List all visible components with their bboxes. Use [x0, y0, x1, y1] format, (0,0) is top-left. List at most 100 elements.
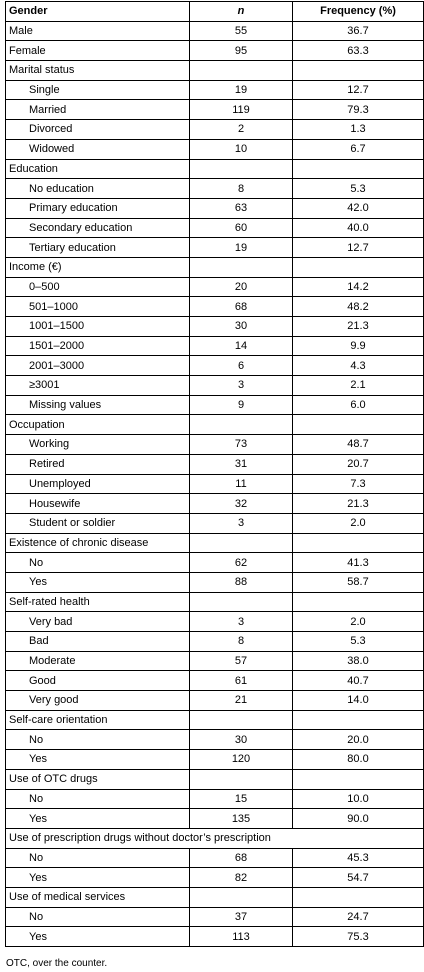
table-row: Good 61 40.7 [5, 670, 424, 692]
count-cell: 37 [189, 906, 293, 928]
table-row: Working 73 48.7 [5, 434, 424, 455]
row-label: Moderate [5, 650, 190, 672]
count-cell: 60 [189, 217, 293, 239]
empty-cell [189, 158, 293, 180]
section-label: Use of prescription drugs without doctor… [5, 827, 424, 849]
row-label: Housewife [5, 493, 190, 514]
row-label: Very good [5, 690, 190, 711]
count-cell: 73 [189, 434, 293, 455]
count-cell: 68 [189, 847, 293, 869]
row-label: Secondary education [5, 217, 190, 239]
section-row: Marital status [5, 60, 424, 81]
frequency-cell: 42.0 [292, 197, 424, 219]
frequency-cell: 48.2 [292, 296, 424, 317]
table-row: Divorced 2 1.3 [5, 119, 424, 140]
row-label: No [5, 788, 190, 810]
row-label: 1001–1500 [5, 316, 190, 337]
frequency-cell: 40.0 [292, 217, 424, 239]
count-cell: 31 [189, 453, 293, 475]
row-label: 0–500 [5, 276, 190, 298]
table-body: Male 55 36.7 Female 95 63.3 Marital status Sing… [5, 20, 424, 947]
count-cell: 88 [189, 571, 293, 593]
frequency-cell: 58.7 [292, 571, 424, 593]
frequency-cell: 21.3 [292, 493, 424, 514]
row-label: Widowed [5, 138, 190, 160]
row-label: Very bad [5, 611, 190, 632]
section-row: Existence of chronic disease [5, 532, 424, 554]
row-label: Student or soldier [5, 512, 190, 534]
row-label: Male [5, 20, 190, 42]
count-cell: 8 [189, 178, 293, 199]
empty-cell [292, 768, 424, 790]
table-row: 0–500 20 14.2 [5, 276, 424, 298]
table-row: Female 95 63.3 [5, 40, 424, 62]
header-frequency: Frequency (%) [292, 1, 424, 22]
count-cell: 57 [189, 650, 293, 672]
count-cell: 15 [189, 788, 293, 810]
table-row: Yes 120 80.0 [5, 749, 424, 770]
frequency-cell: 38.0 [292, 650, 424, 672]
row-label: Divorced [5, 119, 190, 140]
frequency-cell: 20.0 [292, 729, 424, 751]
section-row: Education [5, 158, 424, 180]
row-label: Retired [5, 453, 190, 475]
row-label: Yes [5, 808, 190, 829]
table-row: Yes 88 58.7 [5, 571, 424, 593]
count-cell: 32 [189, 493, 293, 514]
table-row: No 37 24.7 [5, 906, 424, 928]
table-row: Yes 82 54.7 [5, 867, 424, 888]
empty-cell [292, 532, 424, 554]
table-row: Married 119 79.3 [5, 99, 424, 121]
section-row: Use of medical services [5, 886, 424, 908]
row-label: No [5, 729, 190, 751]
table-header-row: Gender n Frequency (%) [5, 1, 424, 22]
frequency-cell: 4.3 [292, 355, 424, 377]
section-row: Income (€) [5, 256, 424, 278]
frequency-cell: 79.3 [292, 99, 424, 121]
row-label: Yes [5, 867, 190, 888]
table-row: 2001–3000 6 4.3 [5, 355, 424, 377]
row-label: Married [5, 99, 190, 121]
count-cell: 11 [189, 473, 293, 495]
count-cell: 21 [189, 690, 293, 711]
count-cell: 3 [189, 512, 293, 534]
frequency-cell: 24.7 [292, 906, 424, 928]
frequency-cell: 90.0 [292, 808, 424, 829]
table-row: 1001–1500 30 21.3 [5, 316, 424, 337]
count-cell: 3 [189, 375, 293, 396]
frequency-cell: 2.1 [292, 375, 424, 396]
row-label: Good [5, 670, 190, 692]
row-label: Unemployed [5, 473, 190, 495]
count-cell: 8 [189, 631, 293, 652]
row-label: Tertiary education [5, 237, 190, 258]
section-label: Use of medical services [5, 886, 190, 908]
frequency-cell: 1.3 [292, 119, 424, 140]
table-row: No 15 10.0 [5, 788, 424, 810]
empty-cell [189, 532, 293, 554]
frequency-cell: 41.3 [292, 552, 424, 573]
table-row: Yes 135 90.0 [5, 808, 424, 829]
table-row: 501–1000 68 48.2 [5, 296, 424, 317]
empty-cell [292, 414, 424, 436]
row-label: Primary education [5, 197, 190, 219]
table-row: 1501–2000 14 9.9 [5, 335, 424, 357]
row-label: Female [5, 40, 190, 62]
table-row: Tertiary education 19 12.7 [5, 237, 424, 258]
header-gender: Gender [5, 1, 190, 22]
section-label: Existence of chronic disease [5, 532, 190, 554]
row-label: Working [5, 434, 190, 455]
demographics-table: Gender n Frequency (%) Male 55 36.7 Female 9… [5, 1, 424, 947]
frequency-cell: 12.7 [292, 237, 424, 258]
frequency-cell: 10.0 [292, 788, 424, 810]
count-cell: 19 [189, 79, 293, 101]
row-label: Yes [5, 571, 190, 593]
frequency-cell: 2.0 [292, 512, 424, 534]
frequency-cell: 14.0 [292, 690, 424, 711]
count-cell: 3 [189, 611, 293, 632]
empty-cell [292, 886, 424, 908]
row-label: Yes [5, 749, 190, 770]
row-label: ≥3001 [5, 375, 190, 396]
empty-cell [189, 886, 293, 908]
frequency-cell: 12.7 [292, 79, 424, 101]
row-label: Missing values [5, 394, 190, 416]
